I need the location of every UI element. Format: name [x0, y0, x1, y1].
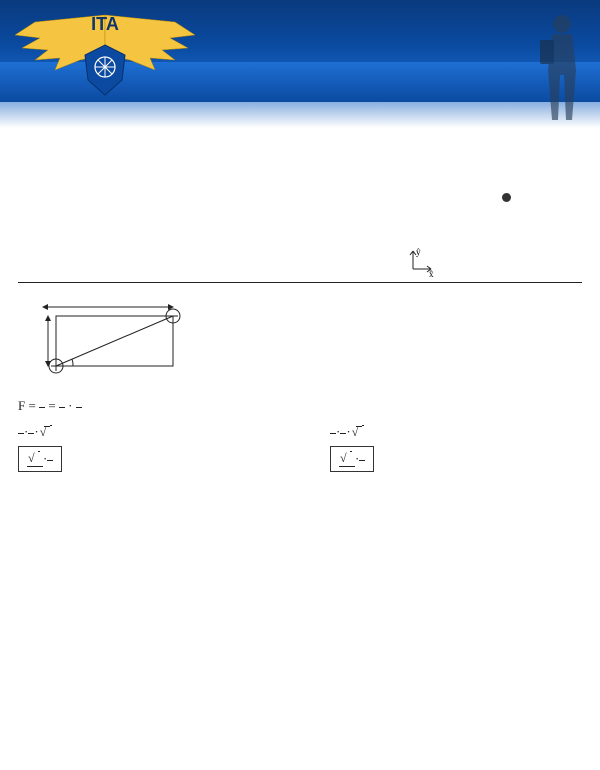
content-area: ŷ x̂ F = = [0, 128, 600, 472]
triangle-diagram-icon [18, 291, 193, 386]
divider [18, 282, 582, 283]
diagram-row [18, 291, 582, 386]
axis-y-label: ŷ [416, 247, 421, 257]
eq-fy-box: · [18, 446, 62, 472]
final-formulas: ·· · ·· · [18, 424, 582, 472]
axes-icon: ŷ x̂ [407, 247, 437, 277]
fy-column: ·· · [18, 424, 270, 472]
question-text [18, 140, 417, 272]
lattice-figure: ŷ x̂ [427, 140, 582, 272]
fx-column: ·· · [330, 424, 582, 472]
wings-logo-icon: ITA [0, 0, 210, 100]
question-row: ŷ x̂ [18, 140, 582, 272]
impurity-dot-icon [502, 193, 511, 202]
student-silhouette-icon [532, 10, 592, 125]
axis-x-label: x̂ [429, 269, 434, 277]
eq-fx-box: · [330, 446, 374, 472]
eq-fy: ·· [18, 424, 270, 440]
eq-fx: ·· [330, 424, 582, 440]
page-header: ITA [0, 0, 600, 128]
eq-force: F = = · [18, 398, 582, 414]
logo-text: ITA [91, 14, 119, 34]
